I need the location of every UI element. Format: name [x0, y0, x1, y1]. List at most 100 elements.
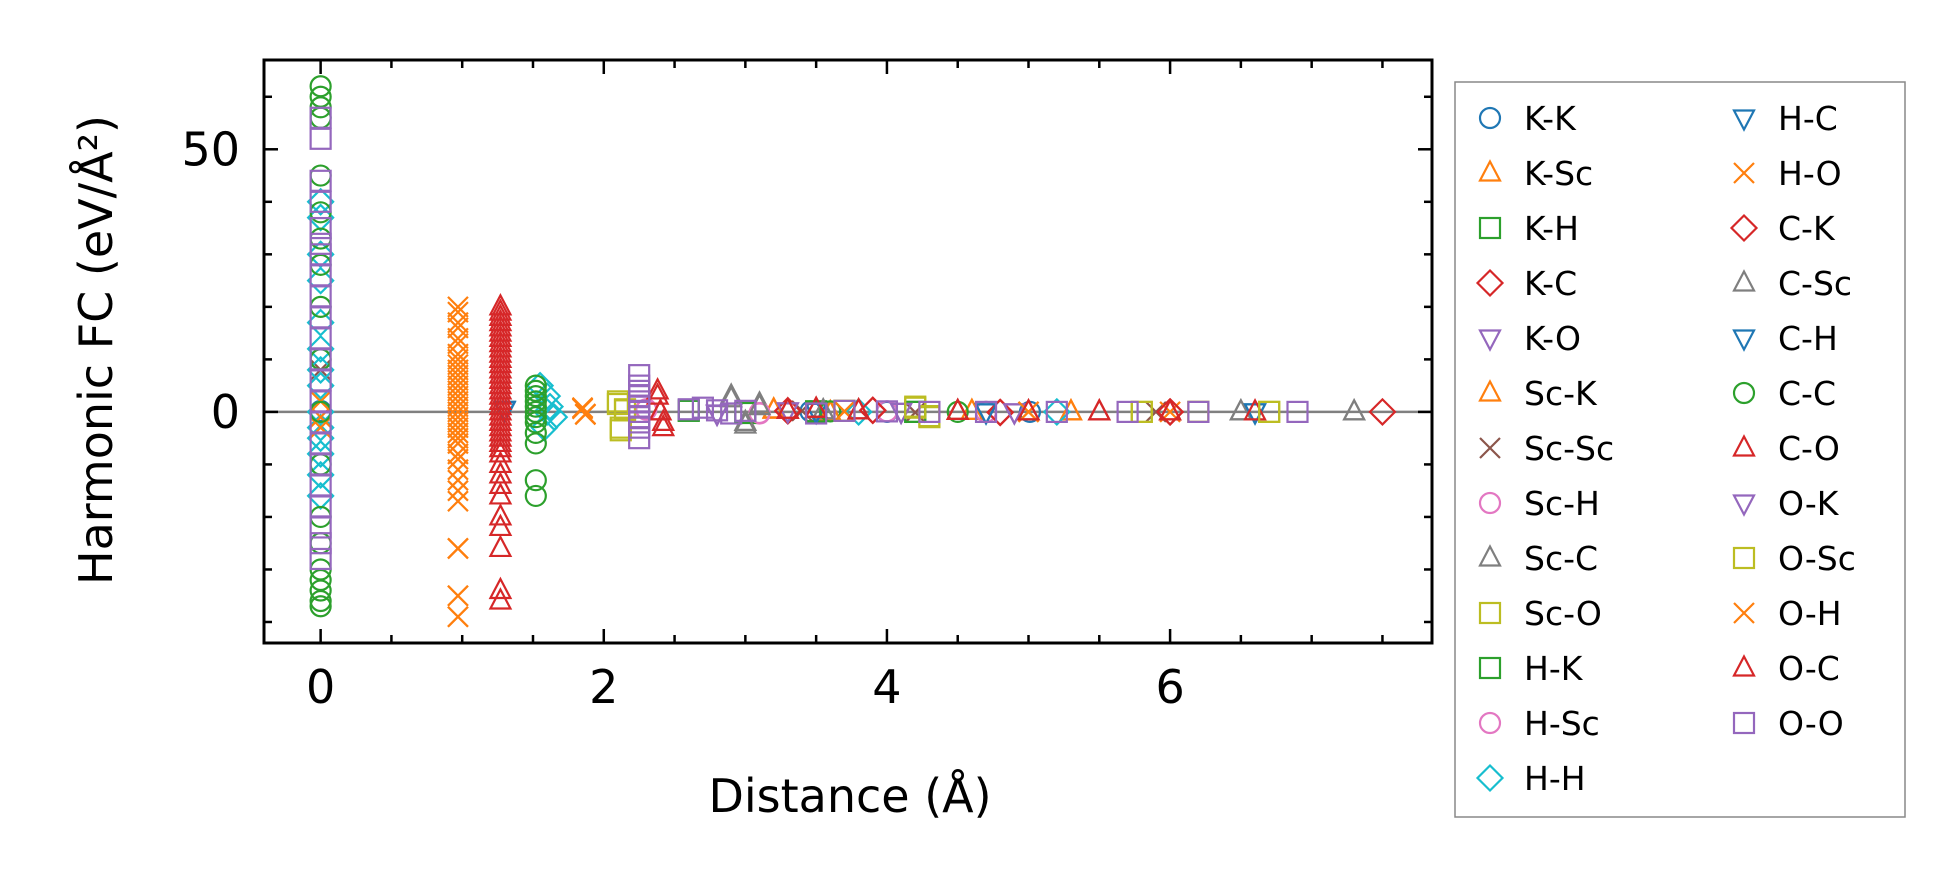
data-point	[628, 427, 651, 450]
data-point	[306, 203, 335, 232]
y-axis-title: Harmonic FC (eV/Å²)	[69, 115, 123, 585]
legend-entry: Sc-K	[1478, 374, 1598, 413]
data-point	[306, 187, 335, 216]
data-point	[447, 406, 469, 428]
data-point	[1042, 397, 1071, 426]
data-point	[986, 398, 1015, 427]
legend-marker	[1478, 216, 1502, 240]
legend-entry: Sc-H	[1478, 484, 1600, 523]
legend-entry: Sc-Sc	[1479, 429, 1614, 468]
data-point	[488, 576, 513, 600]
data-point	[309, 595, 332, 618]
data-point	[447, 427, 469, 449]
data-point	[309, 589, 332, 613]
data-point	[306, 439, 335, 468]
data-point	[447, 385, 469, 407]
data-point	[1258, 400, 1281, 424]
y-tick-label: 50	[181, 122, 240, 176]
data-point	[447, 364, 469, 386]
data-point	[447, 395, 469, 418]
data-point	[1116, 400, 1139, 424]
data-point	[524, 432, 547, 455]
data-point	[488, 471, 513, 495]
data-point	[447, 443, 469, 465]
data-point	[945, 397, 970, 420]
legend-entry: Sc-C	[1478, 539, 1598, 578]
legend-label: K-C	[1524, 264, 1577, 303]
x-axis-title: Distance (Å)	[708, 769, 991, 823]
data-point	[309, 190, 332, 213]
data-point	[691, 396, 714, 419]
legend-marker	[1732, 546, 1756, 570]
legend-entry: K-C	[1475, 264, 1577, 303]
data-point	[974, 400, 998, 424]
data-point	[720, 402, 743, 425]
data-point	[651, 413, 676, 437]
legend-label: H-O	[1778, 154, 1842, 193]
legend-entry: O-H	[1733, 594, 1842, 633]
data-point	[447, 448, 469, 470]
legend-marker	[1729, 213, 1759, 243]
legend-entry: C-C	[1732, 374, 1836, 413]
legend-label: C-C	[1778, 374, 1836, 413]
legend-entry: H-K	[1478, 649, 1584, 688]
data-point	[1002, 403, 1027, 426]
legend-entry: K-Sc	[1478, 154, 1593, 193]
data-point	[447, 537, 469, 560]
legend-marker	[1478, 159, 1502, 182]
data-point	[488, 424, 513, 447]
data-point	[447, 353, 469, 376]
data-point	[447, 374, 469, 397]
data-point	[447, 380, 469, 402]
legend-marker	[1732, 109, 1756, 132]
x-tick-label: 6	[1155, 660, 1184, 714]
legend-label: Sc-C	[1524, 539, 1598, 578]
legend-marker	[1732, 494, 1756, 517]
x-tick-label: 2	[589, 660, 618, 714]
legend-label: O-Sc	[1778, 539, 1856, 578]
legend-items: K-K K-Sc K-H K-C K-O Sc-K Sc-Sc Sc-H Sc-C Sc-O H-K…	[1475, 99, 1856, 798]
data-point	[309, 532, 332, 555]
data-point	[651, 408, 676, 432]
data-point	[1286, 400, 1309, 424]
legend-marker	[1478, 329, 1502, 352]
legend-label: H-K	[1524, 649, 1584, 688]
data-point	[705, 399, 729, 422]
data-point	[488, 434, 513, 458]
data-point	[447, 432, 469, 455]
legend-label: K-K	[1524, 99, 1577, 138]
legend-label: H-C	[1778, 99, 1838, 138]
legend-label: C-O	[1778, 429, 1840, 468]
data-point	[524, 421, 547, 445]
legend-marker	[1478, 711, 1502, 735]
data-point	[648, 398, 673, 421]
legend-label: H-H	[1524, 759, 1586, 798]
data-point	[1368, 397, 1397, 426]
data-point	[1342, 398, 1366, 421]
data-point	[904, 396, 927, 419]
data-point	[447, 327, 469, 350]
data-point	[606, 392, 630, 416]
data-point	[571, 397, 594, 420]
axis-ticks	[264, 60, 1432, 643]
data-point	[1130, 400, 1153, 424]
legend-entry: H-O	[1733, 154, 1842, 193]
data-point	[776, 396, 800, 419]
legend-marker	[1732, 434, 1756, 457]
legend-label: O-O	[1778, 704, 1844, 743]
data-point	[447, 317, 469, 339]
legend-marker	[1478, 601, 1502, 625]
data-point	[524, 469, 547, 492]
legend: K-K K-Sc K-H K-C K-O Sc-K Sc-Sc Sc-H Sc-C Sc-O H-K…	[1454, 81, 1906, 818]
data-point	[447, 359, 469, 381]
legend-entry: C-K	[1729, 209, 1836, 248]
data-point	[447, 348, 469, 371]
data-point	[974, 403, 998, 426]
data-point	[447, 390, 469, 413]
data-point	[309, 579, 332, 602]
data-point	[309, 127, 332, 150]
legend-entry: O-O	[1732, 704, 1844, 743]
data-point	[1045, 400, 1068, 424]
data-point	[819, 400, 842, 423]
data-point	[488, 503, 513, 526]
